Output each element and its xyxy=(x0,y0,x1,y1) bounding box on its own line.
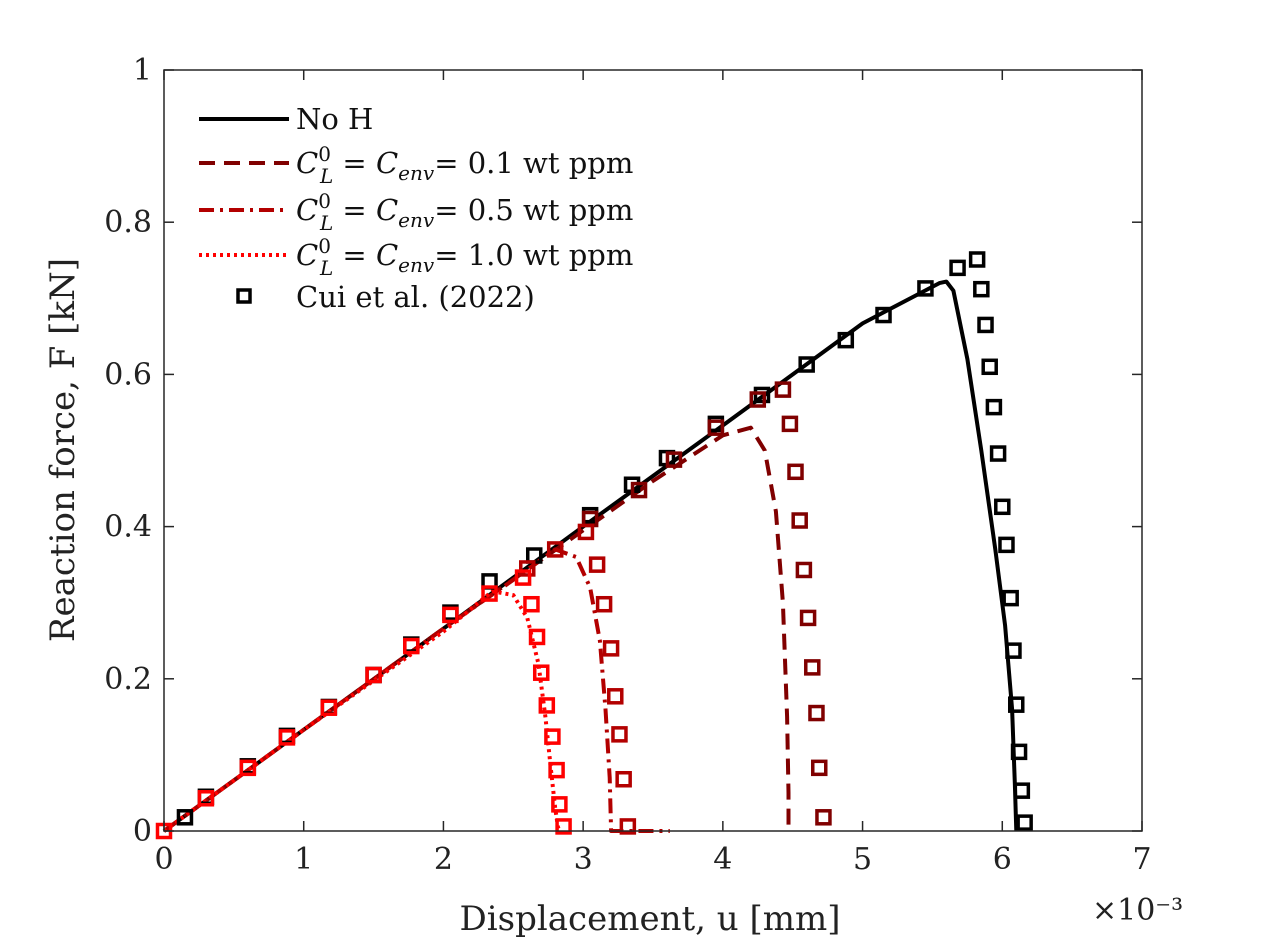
scatter-point-0 xyxy=(973,280,990,298)
scatter-point-1 xyxy=(749,391,767,408)
scatter-point-0 xyxy=(1013,782,1031,799)
scatter-point-1 xyxy=(799,609,817,627)
scatter-point-2 xyxy=(519,560,536,577)
scatter-point-2 xyxy=(602,640,620,657)
y-tick-label: 1 xyxy=(133,53,152,88)
scatter-point-3 xyxy=(523,595,540,613)
scatter-point-2 xyxy=(588,556,606,573)
x-axis-label: Displacement, u [mm] xyxy=(460,899,841,939)
scatter-point-2 xyxy=(577,523,595,541)
y-tick-label: 0 xyxy=(133,814,152,849)
scatter-point-1 xyxy=(781,415,799,433)
legend-label-no-h: No H xyxy=(296,102,373,136)
scatter-point-3 xyxy=(532,664,550,681)
scatter-point-3 xyxy=(197,790,215,807)
scatter-point-1 xyxy=(787,463,804,481)
series-line-3 xyxy=(162,589,562,833)
scatter-point-0 xyxy=(981,358,998,376)
scatter-point-2 xyxy=(611,726,628,743)
scatter-point-3 xyxy=(548,761,565,779)
scatter-point-0 xyxy=(1008,696,1025,713)
scatter-point-0 xyxy=(994,498,1011,516)
scatter-point-0 xyxy=(977,316,994,334)
x-axis-multiplier: ×10⁻³ xyxy=(1092,893,1183,928)
scatter-point-3 xyxy=(403,637,420,655)
scatter-point-3 xyxy=(555,818,572,835)
scatter-point-0 xyxy=(968,251,986,268)
legend-swatch-cui xyxy=(236,288,252,304)
x-tick-label: 1 xyxy=(294,842,313,877)
legend-label-c10: C0 L = Cenv= 1.0 wt ppm xyxy=(296,234,633,280)
scatter-point-0 xyxy=(917,280,934,297)
legend-label-c01: C0 L = Cenv= 0.1 wt ppm xyxy=(296,142,633,188)
scatter-point-0 xyxy=(1016,814,1033,831)
y-tick-label: 0.8 xyxy=(104,205,152,240)
x-tick-label: 5 xyxy=(853,842,872,877)
scatter-point-3 xyxy=(365,666,382,684)
scatter-point-1 xyxy=(804,659,821,676)
scatter-point-3 xyxy=(514,569,532,586)
scatter-point-1 xyxy=(808,704,825,722)
x-tick-label: 7 xyxy=(1132,842,1151,877)
scatter-point-1 xyxy=(795,561,813,579)
y-axis-label: Reaction force, F [kN] xyxy=(43,258,83,642)
scatter-point-1 xyxy=(774,381,792,398)
y-tick-label: 0.4 xyxy=(104,510,152,545)
scatter-point-0 xyxy=(998,536,1015,554)
scatter-point-3 xyxy=(442,606,459,624)
y-tick-label: 0.6 xyxy=(104,357,152,392)
scatter-point-1 xyxy=(630,481,648,499)
scatter-point-0 xyxy=(1005,642,1022,659)
x-tick-label: 2 xyxy=(434,842,453,877)
scatter-point-3 xyxy=(528,628,546,646)
scatter-point-0 xyxy=(1002,589,1019,607)
scatter-point-1 xyxy=(665,451,683,468)
legend-label-cui: Cui et al. (2022) xyxy=(296,280,535,314)
scatter-point-0 xyxy=(753,386,771,404)
scatter-point-0 xyxy=(837,331,855,349)
scatter-point-0 xyxy=(989,445,1007,462)
scatter-point-0 xyxy=(798,356,815,373)
scatter-point-1 xyxy=(791,512,808,529)
scatter-point-0 xyxy=(875,306,892,324)
scatter-point-3 xyxy=(481,585,498,602)
scatter-point-1 xyxy=(815,809,832,826)
scatter-point-3 xyxy=(544,728,561,745)
legend: No H C0 L = Cenv= 0.1 wt ppm C0 L = Cenv= … xyxy=(199,102,633,314)
x-tick-label: 0 xyxy=(154,842,173,877)
scatter-point-2 xyxy=(607,688,624,705)
scatter-point-3 xyxy=(239,759,257,777)
scatter-point-0 xyxy=(949,259,966,277)
x-tick-label: 3 xyxy=(574,842,593,877)
y-tick-label: 0.2 xyxy=(104,662,152,697)
scatter-point-0 xyxy=(1010,743,1028,761)
scatter-point-2 xyxy=(619,818,637,835)
scatter-point-2 xyxy=(615,771,632,788)
x-tick-label: 4 xyxy=(713,842,732,877)
scatter-point-3 xyxy=(551,796,568,813)
plot-area-background xyxy=(164,70,1142,831)
legend-label-c05: C0 L = Cenv= 0.5 wt ppm xyxy=(296,189,633,235)
scatter-point-2 xyxy=(546,541,564,558)
axis-ticks: 0 1 2 3 4 5 6 7 0 0.2 0.4 0.6 0.8 1 xyxy=(104,53,1151,877)
scatter-point-3 xyxy=(320,699,338,716)
scatter-point-3 xyxy=(278,729,296,746)
scatter-point-0 xyxy=(985,398,1003,416)
x-tick-label: 6 xyxy=(993,842,1012,877)
scatter-point-2 xyxy=(595,595,613,613)
plot-area-frame xyxy=(163,69,1143,832)
scatter-point-0 xyxy=(176,809,194,826)
scatter-point-1 xyxy=(707,419,725,436)
series-line-1 xyxy=(162,425,791,833)
scatter-point-3 xyxy=(538,697,556,714)
scatter-point-1 xyxy=(811,759,828,777)
